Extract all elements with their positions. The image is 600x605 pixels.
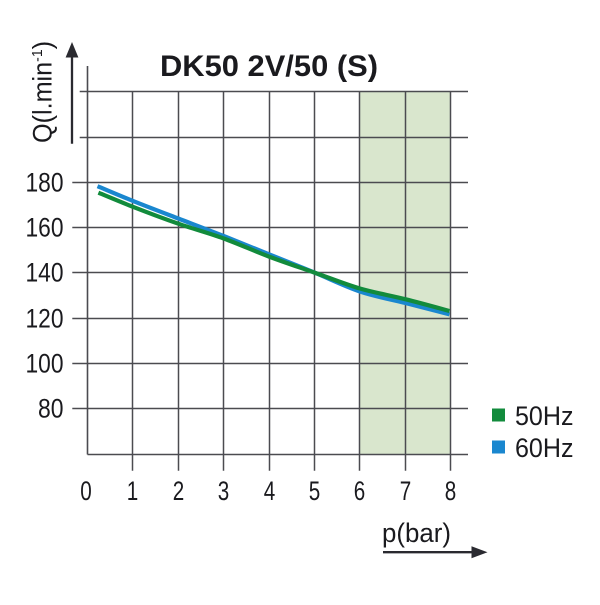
svg-text:DK50 2V/50 (S): DK50 2V/50 (S) (160, 50, 378, 83)
svg-text:1: 1 (127, 476, 139, 506)
svg-text:5: 5 (309, 476, 321, 506)
svg-text:Q(l.min-1): Q(l.min-1) (28, 41, 58, 143)
svg-text:180: 180 (26, 168, 64, 198)
svg-text:3: 3 (218, 476, 230, 506)
svg-text:100: 100 (26, 349, 64, 379)
svg-text:120: 120 (26, 304, 64, 334)
svg-text:4: 4 (264, 476, 276, 506)
svg-text:8: 8 (445, 476, 457, 506)
svg-text:2: 2 (173, 476, 185, 506)
svg-text:50Hz: 50Hz (515, 401, 574, 431)
svg-text:0: 0 (80, 476, 92, 506)
svg-text:160: 160 (26, 213, 64, 243)
svg-text:7: 7 (400, 476, 412, 506)
svg-text:80: 80 (38, 394, 64, 424)
svg-text:140: 140 (26, 258, 64, 288)
svg-text:6: 6 (354, 476, 366, 506)
svg-text:p(bar): p(bar) (382, 518, 451, 548)
svg-text:60Hz: 60Hz (515, 433, 574, 463)
